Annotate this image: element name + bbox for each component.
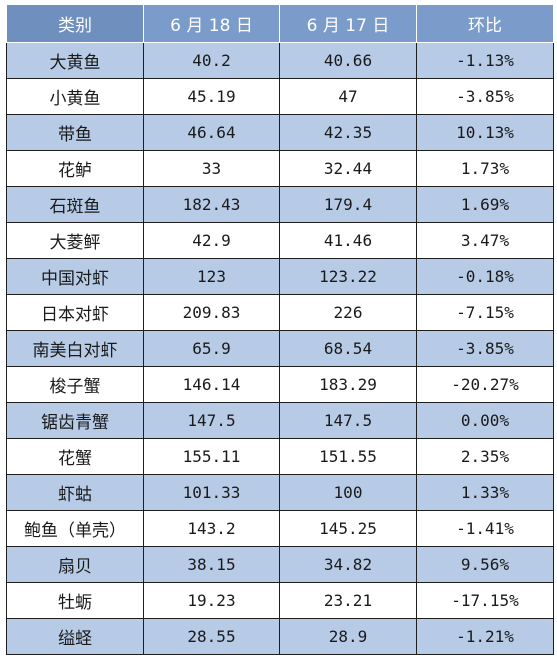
cell-june-17-price: 40.66: [279, 42, 417, 79]
header-change: 环比: [416, 4, 554, 43]
cell-june-17-price: 145.25: [279, 510, 417, 547]
cell-june-17-price: 32.44: [279, 150, 417, 187]
table-header-row: 类别 6 月 18 日 6 月 17 日 环比: [6, 4, 554, 43]
cell-change: -1.21%: [416, 618, 554, 655]
cell-category: 虾蛄: [6, 474, 144, 511]
cell-category: 扇贝: [6, 546, 144, 583]
cell-june-17-price: 151.55: [279, 438, 417, 475]
cell-change: -0.18%: [416, 258, 554, 295]
cell-june-17-price: 183.29: [279, 366, 417, 403]
table-row: 南美白对虾 65.9 68.54 -3.85%: [6, 330, 554, 367]
cell-change: -3.85%: [416, 78, 554, 115]
cell-june-17-price: 123.22: [279, 258, 417, 295]
cell-june-17-price: 226: [279, 294, 417, 331]
cell-june-17-price: 100: [279, 474, 417, 511]
cell-category: 牡蛎: [6, 582, 144, 619]
table-row: 中国对虾 123 123.22 -0.18%: [6, 258, 554, 295]
table-row: 日本对虾 209.83 226 -7.15%: [6, 294, 554, 331]
cell-change: 9.56%: [416, 546, 554, 583]
cell-june-18-price: 33: [143, 150, 280, 187]
cell-change: -3.85%: [416, 330, 554, 367]
cell-category: 鲍鱼（单壳）: [6, 510, 144, 547]
table-row: 牡蛎 19.23 23.21 -17.15%: [6, 582, 554, 619]
cell-change: 0.00%: [416, 402, 554, 439]
table-row: 石斑鱼 182.43 179.4 1.69%: [6, 186, 554, 223]
cell-category: 带鱼: [6, 114, 144, 151]
cell-category: 日本对虾: [6, 294, 144, 331]
cell-change: -20.27%: [416, 366, 554, 403]
cell-category: 花鲈: [6, 150, 144, 187]
cell-june-18-price: 101.33: [143, 474, 280, 511]
cell-june-17-price: 34.82: [279, 546, 417, 583]
cell-category: 南美白对虾: [6, 330, 144, 367]
cell-june-18-price: 38.15: [143, 546, 280, 583]
price-table: 类别 6 月 18 日 6 月 17 日 环比 大黄鱼 40.2 40.66 -1.1…: [6, 4, 554, 655]
cell-june-18-price: 123: [143, 258, 280, 295]
table-row: 带鱼 46.64 42.35 10.13%: [6, 114, 554, 151]
cell-june-18-price: 143.2: [143, 510, 280, 547]
cell-change: -1.41%: [416, 510, 554, 547]
cell-change: -7.15%: [416, 294, 554, 331]
cell-june-18-price: 65.9: [143, 330, 280, 367]
header-category: 类别: [6, 4, 144, 43]
cell-change: 1.69%: [416, 186, 554, 223]
cell-category: 梭子蟹: [6, 366, 144, 403]
cell-june-18-price: 19.23: [143, 582, 280, 619]
cell-change: 1.33%: [416, 474, 554, 511]
cell-category: 花蟹: [6, 438, 144, 475]
cell-category: 大黄鱼: [6, 42, 144, 79]
cell-june-17-price: 47: [279, 78, 417, 115]
cell-june-17-price: 68.54: [279, 330, 417, 367]
cell-category: 小黄鱼: [6, 78, 144, 115]
table-row: 大菱鲆 42.9 41.46 3.47%: [6, 222, 554, 259]
table-row: 锯齿青蟹 147.5 147.5 0.00%: [6, 402, 554, 439]
cell-june-18-price: 45.19: [143, 78, 280, 115]
table-row: 扇贝 38.15 34.82 9.56%: [6, 546, 554, 583]
cell-category: 缢蛏: [6, 618, 144, 655]
cell-category: 石斑鱼: [6, 186, 144, 223]
cell-june-18-price: 182.43: [143, 186, 280, 223]
table-row: 虾蛄 101.33 100 1.33%: [6, 474, 554, 511]
cell-change: 2.35%: [416, 438, 554, 475]
table-row: 花鲈 33 32.44 1.73%: [6, 150, 554, 187]
cell-june-18-price: 147.5: [143, 402, 280, 439]
cell-change: -1.13%: [416, 42, 554, 79]
cell-june-18-price: 40.2: [143, 42, 280, 79]
cell-change: 3.47%: [416, 222, 554, 259]
cell-category: 中国对虾: [6, 258, 144, 295]
cell-change: 10.13%: [416, 114, 554, 151]
cell-change: 1.73%: [416, 150, 554, 187]
cell-june-17-price: 28.9: [279, 618, 417, 655]
cell-june-17-price: 41.46: [279, 222, 417, 259]
table-row: 花蟹 155.11 151.55 2.35%: [6, 438, 554, 475]
price-table-container: 类别 6 月 18 日 6 月 17 日 环比 大黄鱼 40.2 40.66 -1.1…: [6, 4, 554, 655]
cell-june-18-price: 42.9: [143, 222, 280, 259]
table-row: 小黄鱼 45.19 47 -3.85%: [6, 78, 554, 115]
cell-change: -17.15%: [416, 582, 554, 619]
cell-category: 大菱鲆: [6, 222, 144, 259]
header-june-18: 6 月 18 日: [143, 4, 280, 43]
table-row: 缢蛏 28.55 28.9 -1.21%: [6, 618, 554, 655]
cell-june-18-price: 146.14: [143, 366, 280, 403]
cell-june-18-price: 28.55: [143, 618, 280, 655]
header-june-17: 6 月 17 日: [279, 4, 417, 43]
cell-june-17-price: 147.5: [279, 402, 417, 439]
table-row: 梭子蟹 146.14 183.29 -20.27%: [6, 366, 554, 403]
cell-june-17-price: 42.35: [279, 114, 417, 151]
cell-category: 锯齿青蟹: [6, 402, 144, 439]
table-body: 大黄鱼 40.2 40.66 -1.13% 小黄鱼 45.19 47 -3.85% 带鱼 46.6…: [6, 42, 554, 655]
table-row: 鲍鱼（单壳） 143.2 145.25 -1.41%: [6, 510, 554, 547]
cell-june-18-price: 155.11: [143, 438, 280, 475]
cell-june-17-price: 23.21: [279, 582, 417, 619]
cell-june-18-price: 46.64: [143, 114, 280, 151]
cell-june-18-price: 209.83: [143, 294, 280, 331]
table-row: 大黄鱼 40.2 40.66 -1.13%: [6, 42, 554, 79]
cell-june-17-price: 179.4: [279, 186, 417, 223]
